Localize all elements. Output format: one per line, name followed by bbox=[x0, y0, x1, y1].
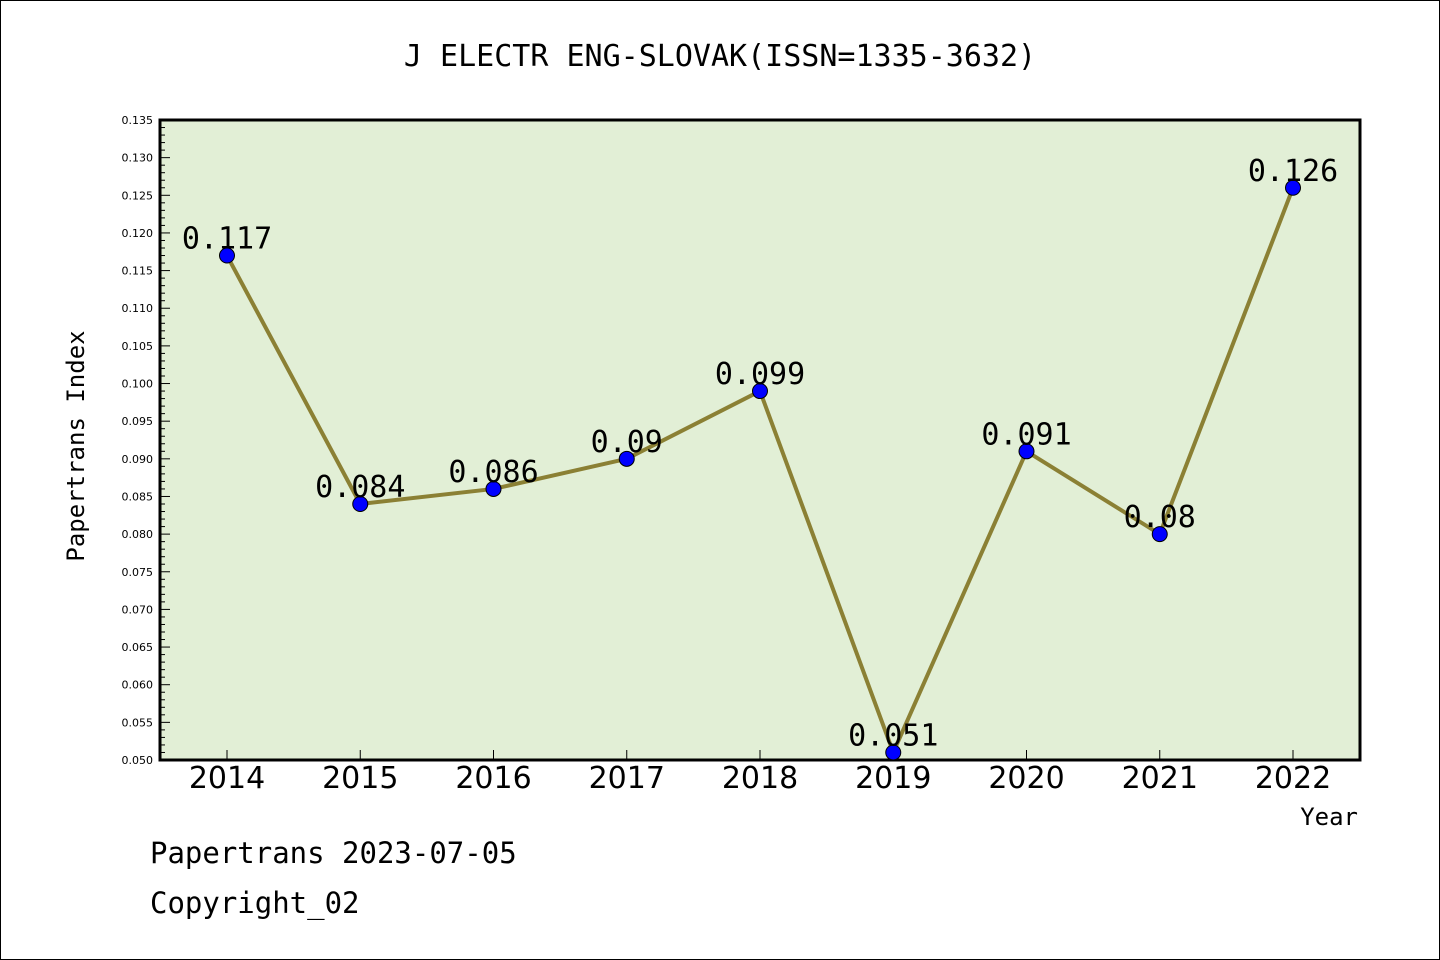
data-point bbox=[352, 496, 369, 512]
plot-area bbox=[158, 118, 1362, 762]
y-tick-label: 0.135 bbox=[122, 114, 154, 127]
data-point bbox=[1285, 179, 1301, 196]
x-tick-label: 2017 bbox=[589, 761, 665, 796]
y-tick-label: 0.125 bbox=[122, 189, 154, 202]
data-point bbox=[885, 744, 902, 761]
x-tick-label: 2019 bbox=[855, 761, 931, 796]
x-tick-label: 2021 bbox=[1122, 761, 1198, 796]
x-tick-label: 2018 bbox=[722, 761, 798, 796]
data-label: 0.086 bbox=[448, 455, 538, 490]
footer-date: Papertrans 2023-07-05 bbox=[150, 836, 517, 870]
y-tick-label: 0.090 bbox=[122, 453, 154, 466]
x-axis: 2014 2015 2016 2017 2018 2019 2020 2021 2022 bbox=[189, 750, 1331, 796]
x-tick-label: 2016 bbox=[455, 761, 531, 796]
x-axis-label: Year bbox=[1300, 803, 1358, 831]
data-label: 0.09 bbox=[591, 425, 663, 460]
series-papertrans-index: 0.117 0.084 0.086 0.09 0.099 0.051 0.091 0.08 0.… bbox=[182, 154, 1338, 761]
y-tick-label: 0.070 bbox=[122, 603, 154, 616]
data-label: 0.084 bbox=[315, 470, 405, 505]
y-tick-label: 0.100 bbox=[122, 378, 154, 391]
y-axis: 0.050 0.055 0.060 0.065 0.070 0.075 0.080 0.085… bbox=[122, 114, 170, 767]
x-tick-label: 2022 bbox=[1255, 761, 1331, 796]
footer-copyright: Copyright_02 bbox=[150, 886, 360, 920]
data-label: 0.099 bbox=[715, 357, 805, 392]
data-label: 0.117 bbox=[182, 222, 272, 257]
y-tick-label: 0.065 bbox=[122, 641, 154, 654]
data-point bbox=[1151, 526, 1168, 543]
x-tick-label: 2015 bbox=[322, 761, 398, 796]
y-tick-label: 0.130 bbox=[122, 152, 154, 165]
data-point bbox=[219, 247, 235, 264]
x-tick-label: 2014 bbox=[189, 761, 265, 796]
data-point bbox=[618, 450, 635, 467]
y-tick-label: 0.075 bbox=[122, 566, 154, 579]
data-point bbox=[1018, 443, 1035, 460]
y-tick-label: 0.115 bbox=[122, 265, 154, 278]
data-label: 0.126 bbox=[1248, 154, 1338, 189]
y-tick-label: 0.085 bbox=[122, 490, 154, 503]
data-point bbox=[752, 383, 768, 400]
y-tick-label: 0.095 bbox=[122, 415, 154, 428]
y-axis-label: Papertrans Index bbox=[62, 330, 90, 561]
y-tick-label: 0.105 bbox=[122, 340, 154, 353]
y-tick-label: 0.055 bbox=[122, 716, 154, 729]
data-point bbox=[485, 480, 502, 497]
y-tick-label: 0.050 bbox=[122, 754, 154, 767]
data-label: 0.08 bbox=[1124, 500, 1196, 535]
y-tick-label: 0.060 bbox=[122, 679, 154, 692]
x-tick-label: 2020 bbox=[988, 761, 1064, 796]
data-label: 0.091 bbox=[981, 417, 1071, 452]
y-tick-label: 0.110 bbox=[122, 302, 154, 315]
y-tick-label: 0.080 bbox=[122, 528, 154, 541]
chart-title: J ELECTR ENG-SLOVAK(ISSN=1335-3632) bbox=[404, 39, 1036, 74]
data-label: 0.051 bbox=[848, 718, 938, 753]
y-tick-label: 0.120 bbox=[122, 227, 154, 240]
